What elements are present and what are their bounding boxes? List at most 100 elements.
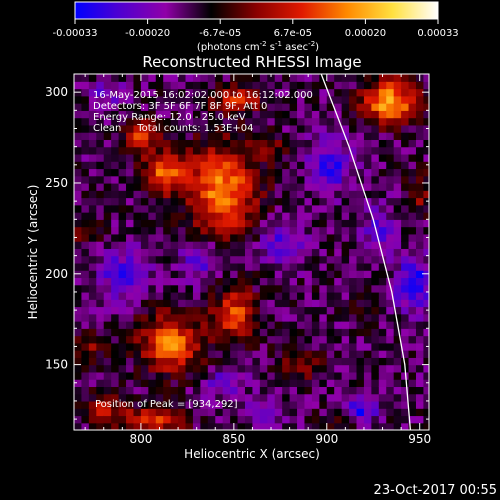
heatmap-cell: [222, 342, 231, 351]
heatmap-cell: [326, 212, 335, 220]
heatmap-cell: [341, 233, 350, 242]
x-axis-label: Heliocentric X (arcsec): [184, 447, 320, 461]
heatmap-cell: [178, 328, 187, 337]
heatmap-cell: [81, 110, 90, 119]
heatmap-cell: [267, 81, 276, 90]
heatmap-cell: [81, 299, 90, 308]
heatmap-cell: [386, 248, 395, 257]
heatmap-cell: [363, 386, 372, 395]
heatmap-cell: [155, 74, 164, 82]
heatmap-cell: [103, 335, 112, 344]
heatmap-cell: [363, 175, 372, 184]
heatmap-cell: [215, 313, 224, 322]
heatmap-cell: [267, 342, 276, 351]
heatmap-cell: [289, 393, 298, 402]
heatmap-cell: [415, 350, 425, 358]
heatmap-cell: [363, 364, 372, 373]
heatmap-cell: [363, 110, 372, 119]
colorbar-tick-label: 6.7e-05: [274, 28, 312, 39]
heatmap-cell: [378, 415, 387, 424]
heatmap-cell: [259, 291, 268, 300]
heatmap-cell: [222, 241, 231, 249]
heatmap-cell: [126, 328, 135, 337]
heatmap-cell: [74, 103, 83, 111]
heatmap-cell: [222, 182, 231, 191]
heatmap-cell: [126, 371, 135, 380]
heatmap-cell: [356, 212, 365, 220]
heatmap-cell: [326, 219, 335, 228]
heatmap-cell: [274, 321, 283, 329]
heatmap-cell: [386, 212, 395, 220]
heatmap-cell: [155, 328, 164, 337]
heatmap-cell: [230, 161, 239, 170]
heatmap-cell: [118, 219, 127, 228]
heatmap-cell: [311, 74, 320, 82]
heatmap-cell: [393, 161, 402, 170]
heatmap-cell: [393, 357, 402, 366]
heatmap-cell: [311, 379, 320, 388]
heatmap-cell: [401, 306, 410, 315]
heatmap-cell: [282, 277, 291, 286]
heatmap-cell: [408, 299, 417, 308]
heatmap-cell: [185, 335, 194, 344]
heatmap-cell: [267, 335, 276, 344]
heatmap-cell: [282, 103, 291, 111]
heatmap-cell: [192, 175, 201, 184]
heatmap-cell: [163, 110, 172, 119]
heatmap-cell: [81, 74, 90, 82]
heatmap-cell: [111, 371, 120, 380]
heatmap-cell: [408, 357, 417, 366]
heatmap-cell: [408, 255, 417, 264]
heatmap-cell: [103, 161, 112, 170]
heatmap-cell: [118, 146, 127, 155]
heatmap-cell: [304, 364, 313, 373]
heatmap-cell: [259, 182, 268, 191]
heatmap-cell: [349, 371, 358, 380]
heatmap-cell: [326, 291, 335, 300]
heatmap-cell: [274, 146, 283, 155]
heatmap-cell: [222, 415, 231, 424]
heatmap-cell: [371, 313, 380, 322]
heatmap-cell: [289, 103, 298, 111]
heatmap-cell: [74, 364, 83, 373]
heatmap-cell: [215, 357, 224, 366]
heatmap-cell: [415, 204, 425, 213]
heatmap-cell: [393, 204, 402, 213]
heatmap-cell: [237, 139, 246, 148]
plot-frame: [73, 73, 430, 431]
heatmap-cell: [237, 190, 246, 199]
heatmap-cell: [111, 175, 120, 184]
heatmap-cell: [178, 313, 187, 322]
heatmap-cell: [178, 219, 187, 228]
heatmap-cell: [282, 204, 291, 213]
heatmap-cell: [148, 262, 157, 271]
heatmap-cell: [371, 146, 380, 155]
heatmap-cell: [192, 321, 201, 329]
heatmap-cell: [230, 255, 239, 264]
heatmap-cell: [163, 357, 172, 366]
heatmap-cell: [274, 175, 283, 184]
heatmap-cell: [319, 291, 328, 300]
heatmap-cell: [111, 335, 120, 344]
heatmap-cell: [148, 393, 157, 402]
heatmap-cell: [415, 408, 425, 417]
heatmap-cell: [289, 161, 298, 170]
heatmap-cell: [111, 146, 120, 155]
heatmap-cell: [297, 415, 306, 424]
heatmap-cell: [297, 110, 306, 119]
heatmap-cell: [148, 379, 157, 388]
heatmap-cell: [408, 146, 417, 155]
heatmap-cell: [126, 415, 135, 424]
heatmap-cell: [81, 233, 90, 242]
heatmap-cell: [111, 124, 120, 133]
heatmap-cell: [393, 190, 402, 199]
heatmap-cell: [378, 262, 387, 271]
heatmap-cell: [111, 88, 120, 97]
heatmap-cell: [386, 197, 395, 206]
heatmap-cell: [378, 335, 387, 344]
heatmap-cell: [415, 233, 425, 242]
heatmap-cell: [237, 233, 246, 242]
heatmap-cell: [170, 204, 179, 213]
heatmap-cell: [423, 393, 429, 402]
heatmap-cell: [126, 241, 135, 249]
